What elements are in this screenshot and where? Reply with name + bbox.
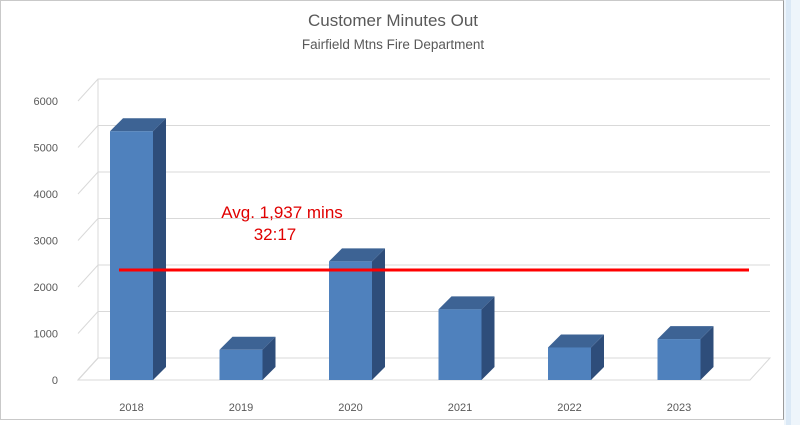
bar-top (110, 118, 166, 132)
x-tick-label: 2019 (229, 402, 253, 414)
bar-front (548, 347, 591, 380)
y-tick-label: 5000 (34, 143, 58, 155)
bar-side (262, 336, 276, 380)
bar-side (372, 248, 385, 380)
gridline (77, 218, 770, 241)
y-tick-label: 6000 (34, 96, 58, 108)
x-tick-label: 2022 (557, 402, 581, 414)
x-axis-ticks: 2018 2019 2020 2021 2022 2023 (119, 402, 691, 414)
average-annotation-line2: 32:17 (254, 225, 297, 244)
y-axis-ticks: 0 1000 2000 3000 4000 5000 6000 (34, 96, 58, 387)
chart-title: Customer Minutes Out (307, 11, 479, 30)
y-tick-label: 3000 (34, 236, 58, 248)
gridline (77, 264, 770, 288)
bar-top (657, 326, 714, 340)
bar-top (219, 336, 276, 350)
y-tick-label: 2000 (34, 282, 58, 294)
bar-front (110, 131, 153, 380)
gridline (77, 171, 770, 195)
bar-top (438, 296, 495, 310)
bars (110, 118, 714, 380)
bar-front (219, 349, 263, 380)
gridline (77, 311, 770, 334)
bar-front (657, 339, 701, 380)
edge-strip (786, 0, 791, 425)
bar-side (591, 334, 604, 380)
bar (657, 326, 714, 380)
x-tick-label: 2020 (338, 402, 362, 414)
bar (548, 334, 604, 380)
bar-front (438, 309, 482, 380)
x-tick-label: 2021 (448, 402, 472, 414)
bar-side (700, 326, 714, 380)
bar-side (481, 296, 495, 380)
gridlines (76, 78, 772, 381)
x-tick-label: 2018 (119, 402, 143, 414)
gridline (77, 125, 770, 148)
y-tick-label: 0 (52, 375, 58, 387)
bar-top (329, 248, 385, 262)
chart-floor (76, 357, 772, 381)
y-tick-label: 1000 (34, 329, 58, 341)
x-tick-label: 2023 (667, 402, 691, 414)
bar-side (153, 118, 166, 380)
bar-front (329, 261, 372, 380)
bar (438, 296, 495, 380)
average-annotation-line1: Avg. 1,937 mins (221, 203, 343, 222)
window-edge (784, 0, 800, 425)
bar (219, 336, 276, 380)
gridline (77, 78, 770, 102)
bar (110, 118, 166, 380)
bar (329, 248, 385, 380)
chart-subtitle: Fairfield Mtns Fire Department (301, 37, 485, 52)
y-tick-label: 4000 (34, 189, 58, 201)
bar-top (548, 334, 604, 348)
